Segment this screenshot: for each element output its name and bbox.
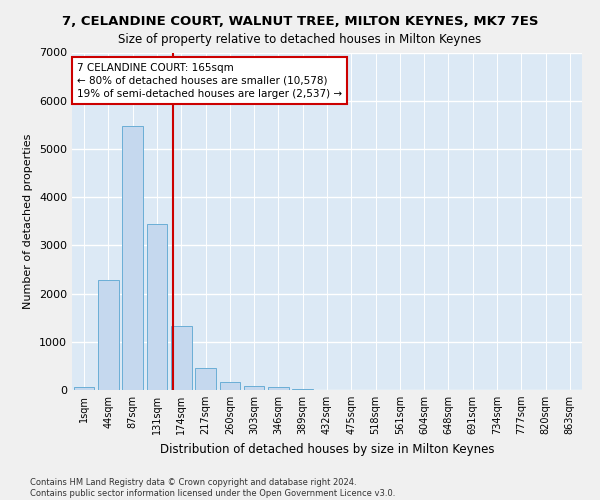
Bar [171,326,191,390]
Bar [74,386,94,390]
Text: Size of property relative to detached houses in Milton Keynes: Size of property relative to detached ho… [118,32,482,46]
Bar [146,224,167,390]
Y-axis label: Number of detached properties: Number of detached properties [23,134,34,309]
X-axis label: Distribution of detached houses by size in Milton Keynes: Distribution of detached houses by size … [160,442,494,456]
Text: 7 CELANDINE COURT: 165sqm
← 80% of detached houses are smaller (10,578)
19% of s: 7 CELANDINE COURT: 165sqm ← 80% of detac… [77,62,342,99]
Bar [122,126,143,390]
Bar [292,388,313,390]
Bar [244,386,265,390]
Text: Contains HM Land Registry data © Crown copyright and database right 2024.
Contai: Contains HM Land Registry data © Crown c… [30,478,395,498]
Bar [98,280,119,390]
Bar [220,382,240,390]
Bar [268,387,289,390]
Bar [195,368,216,390]
Text: 7, CELANDINE COURT, WALNUT TREE, MILTON KEYNES, MK7 7ES: 7, CELANDINE COURT, WALNUT TREE, MILTON … [62,15,538,28]
